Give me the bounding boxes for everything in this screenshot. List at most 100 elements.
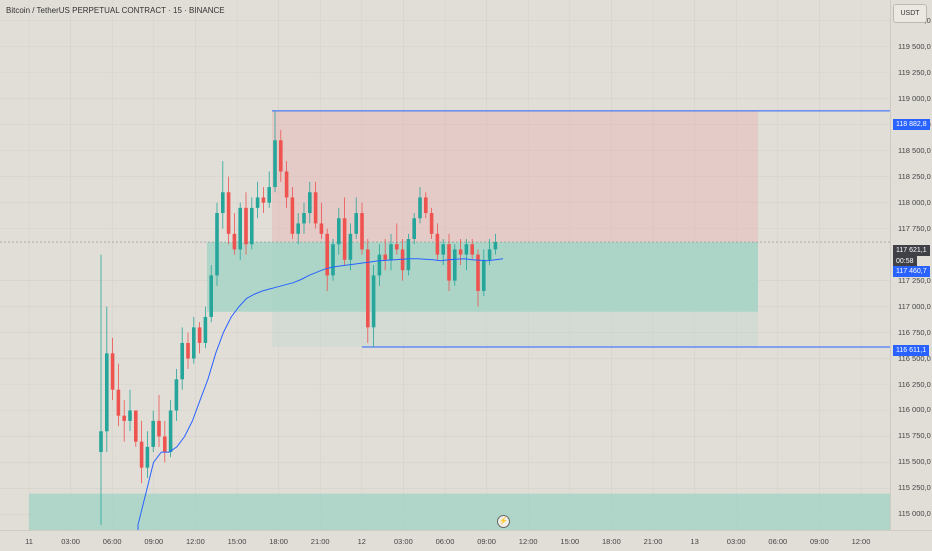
candle-body xyxy=(105,353,109,432)
candle-body xyxy=(134,410,138,442)
candle-body xyxy=(99,431,103,453)
candle-body xyxy=(122,415,126,421)
time-axis-label: 18:00 xyxy=(602,537,621,546)
time-axis-label: 15:00 xyxy=(227,537,247,546)
price-axis-label: 119 250,0 xyxy=(898,67,931,77)
candle-body xyxy=(209,275,213,317)
candle-body xyxy=(279,140,283,172)
time-axis-label: 06:00 xyxy=(768,537,788,546)
price-axis-label: 117 250,0 xyxy=(898,275,931,285)
price-axis-label: 116 250,0 xyxy=(898,379,931,389)
time-axis-label: 18:00 xyxy=(269,537,288,546)
candle-body xyxy=(116,389,121,416)
candle-body xyxy=(435,233,440,255)
candle-body xyxy=(389,244,393,260)
candle-body xyxy=(238,207,242,250)
price-axis-label: 119 000,0 xyxy=(898,93,931,103)
time-axis-label: 15:00 xyxy=(560,537,580,546)
candle-body xyxy=(221,192,225,214)
time-axis-label: 21:00 xyxy=(310,537,330,546)
time-axis-label: 12:00 xyxy=(518,537,538,546)
candle-body xyxy=(400,249,405,271)
candle-body xyxy=(296,223,300,234)
candle-body xyxy=(354,213,358,234)
candle-body xyxy=(273,140,277,188)
chart-title: Bitcoin / TetherUS PERPETUAL CONTRACT · … xyxy=(6,6,225,15)
price-chart[interactable] xyxy=(0,0,890,530)
chart-plot-area[interactable] xyxy=(0,0,890,530)
candle-body xyxy=(215,213,219,276)
currency-button[interactable]: USDT xyxy=(893,4,927,23)
candle-body xyxy=(267,187,271,203)
candle-body xyxy=(110,353,115,390)
time-axis-label: 09:00 xyxy=(810,537,829,546)
price-axis-label: 116 500,0 xyxy=(898,353,931,363)
candle-body xyxy=(186,342,190,359)
candle-body xyxy=(487,249,492,260)
candle-body xyxy=(331,244,335,276)
lightning-icon[interactable]: ⚡ xyxy=(497,515,510,528)
candle-body xyxy=(197,327,202,343)
time-axis-label: 06:00 xyxy=(435,537,455,546)
candle-body xyxy=(163,436,167,453)
candle-body xyxy=(290,197,295,234)
candle-body xyxy=(261,197,266,203)
stop-loss-zone xyxy=(272,110,758,243)
price-axis-label: 115 750,0 xyxy=(898,431,931,441)
time-axis-label: 06:00 xyxy=(102,537,122,546)
price-axis-label: 118 500,0 xyxy=(898,145,931,155)
candle-body xyxy=(383,254,387,260)
time-axis-label: 12:00 xyxy=(186,537,205,546)
price-axis-label: 118 250,0 xyxy=(898,171,931,181)
candle-body xyxy=(284,171,289,198)
time-axis-label: 09:00 xyxy=(144,537,164,546)
time-axis-label: 03:00 xyxy=(726,537,746,546)
price-axis-label: 115 000,0 xyxy=(898,509,931,519)
candle-body xyxy=(464,244,469,255)
candle-body xyxy=(447,244,451,281)
candle-body xyxy=(244,207,248,245)
candle-body xyxy=(319,223,324,234)
candle-body xyxy=(337,218,341,245)
candle-body xyxy=(360,213,364,250)
candle-body xyxy=(377,254,382,276)
candle-body xyxy=(145,446,150,468)
time-axis-label: 12 xyxy=(357,537,366,546)
price-axis-label: 116 000,0 xyxy=(898,405,931,415)
candle-body xyxy=(441,244,445,255)
candle-body xyxy=(366,249,370,328)
candle-body xyxy=(308,192,312,214)
candle-body xyxy=(482,259,486,291)
time-axis[interactable]: 11 03:00 06:00 09:00 12:00 15:00 18:00 21:00 12 0… xyxy=(0,530,932,551)
candle-body xyxy=(325,233,329,276)
candle-body xyxy=(302,213,306,224)
candle-body xyxy=(313,192,318,224)
candle-body xyxy=(424,197,428,214)
candle-body xyxy=(458,249,463,255)
candle-body xyxy=(128,410,132,421)
candle-body xyxy=(429,213,434,234)
candle-body xyxy=(250,207,254,245)
time-axis-label: 13 xyxy=(690,537,699,546)
candle-body xyxy=(192,327,196,359)
price-axis-label: 118 000,0 xyxy=(898,197,931,207)
price-axis-label: 116 750,0 xyxy=(898,327,931,337)
price-axis-label: 117 000,0 xyxy=(898,301,931,311)
ma-value-tag: 117 460,7 xyxy=(893,266,930,277)
candle-body xyxy=(255,197,260,208)
support-zone xyxy=(29,493,890,530)
price-axis-label: 115 500,0 xyxy=(898,457,931,467)
time-axis-label: 03:00 xyxy=(394,537,413,546)
candle-body xyxy=(493,242,498,250)
moving-average-line xyxy=(137,258,504,525)
time-axis-label: 11 xyxy=(25,537,33,546)
candle-body xyxy=(371,275,376,328)
candle-body xyxy=(412,218,416,240)
candle-body xyxy=(157,420,161,437)
candle-body xyxy=(418,197,422,219)
candle-body xyxy=(203,316,208,343)
time-axis-label: 12:00 xyxy=(851,537,871,546)
price-axis-label: 115 250,0 xyxy=(898,483,931,493)
candle-body xyxy=(470,244,474,255)
candle-body xyxy=(348,233,353,260)
